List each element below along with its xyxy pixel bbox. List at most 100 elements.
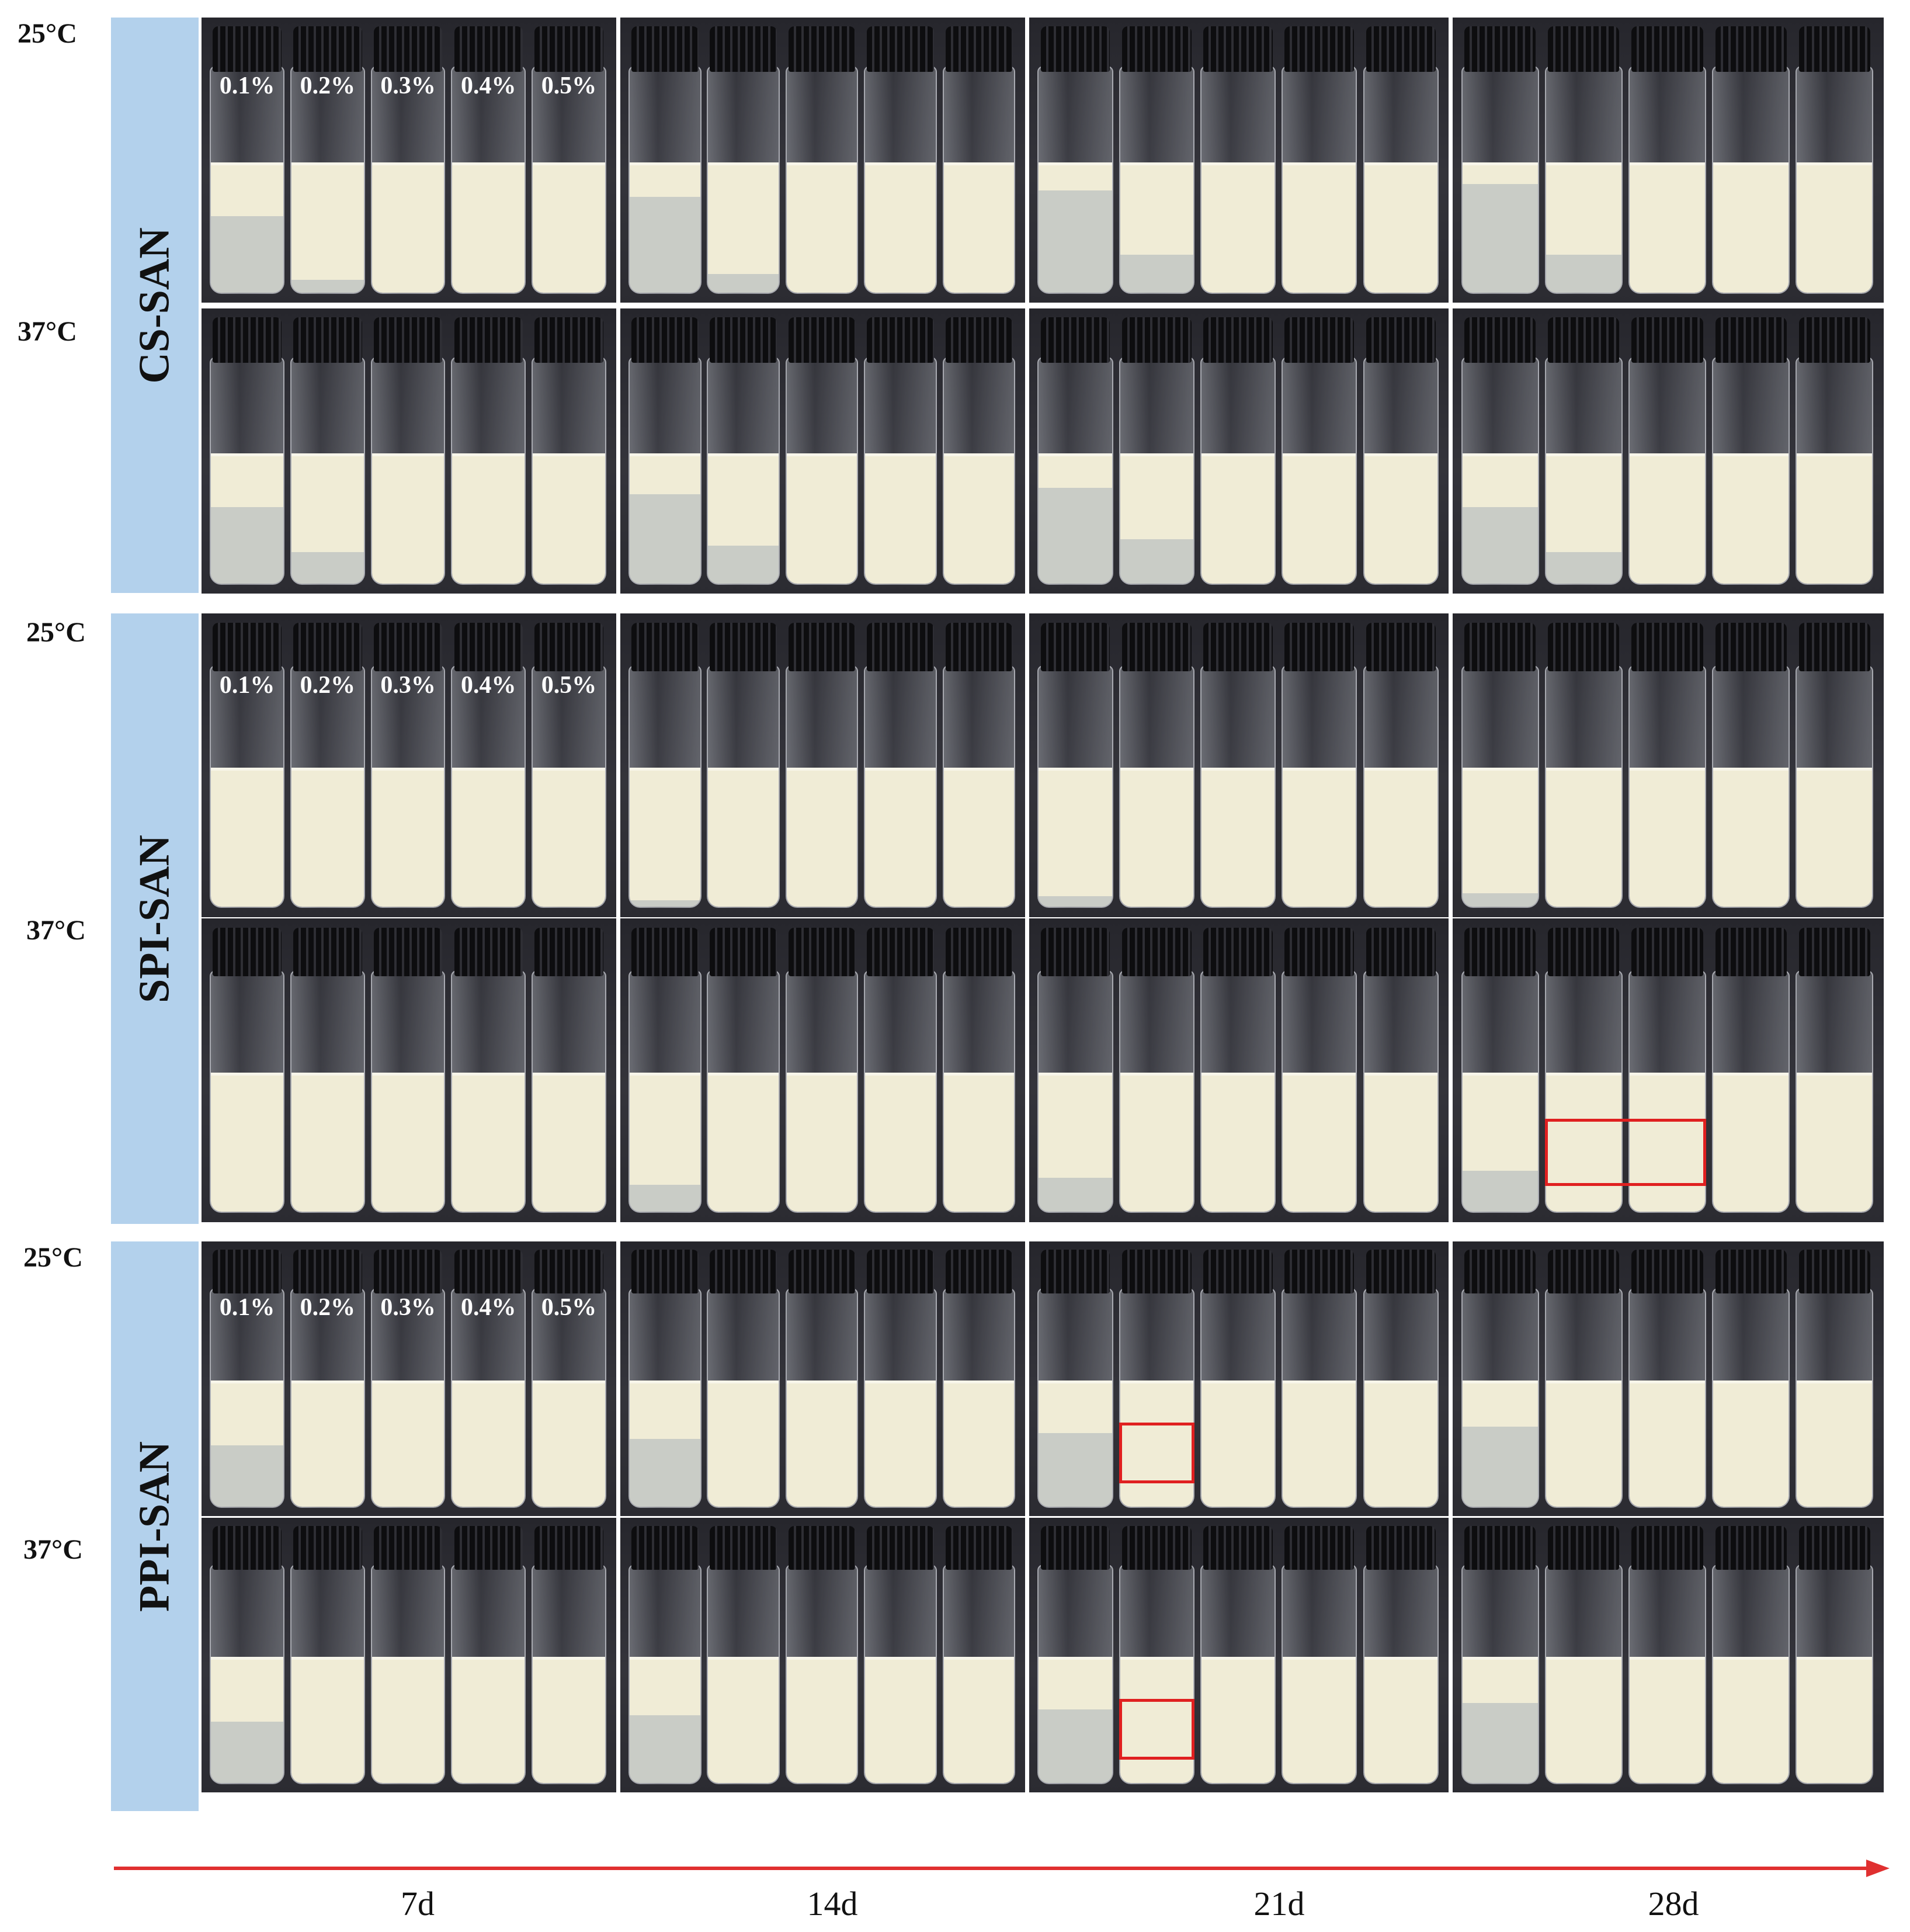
emulsion-layer xyxy=(371,767,444,907)
vial-cap xyxy=(293,1250,362,1294)
emulsion-layer xyxy=(943,1657,1015,1783)
vial-cap xyxy=(1040,622,1110,671)
vial-glass xyxy=(1282,1288,1357,1508)
vial-cap xyxy=(1040,927,1110,976)
emulsion-layer xyxy=(1039,1072,1112,1212)
vial xyxy=(1037,26,1113,294)
vial-cap xyxy=(454,1250,523,1294)
vial-cap xyxy=(1464,26,1536,72)
vial-cap xyxy=(534,622,603,671)
vial-cap xyxy=(1631,317,1703,363)
vial xyxy=(1363,1526,1439,1784)
photo-ppi-san-37c-7d xyxy=(202,1518,616,1792)
vial-glass xyxy=(1037,665,1113,908)
concentration-label: 0.5% xyxy=(541,72,597,99)
vial-glass xyxy=(1200,66,1276,294)
photo-ppi-san-25c-14d xyxy=(620,1241,1025,1516)
vial xyxy=(942,317,1016,585)
emulsion-layer xyxy=(629,1381,700,1507)
emulsion-layer xyxy=(1120,1381,1193,1507)
emulsion-layer xyxy=(1201,1381,1275,1507)
photo-ppi-san-25c-21d xyxy=(1029,1241,1449,1516)
vial xyxy=(1796,927,1874,1213)
vial xyxy=(707,1250,780,1508)
vial xyxy=(785,1250,859,1508)
vial-glass xyxy=(1461,1565,1539,1784)
vial xyxy=(707,26,780,294)
vial-cap xyxy=(534,1526,603,1570)
emulsion-layer xyxy=(1797,162,1873,293)
vial-cap xyxy=(788,1526,856,1570)
vial-glass xyxy=(1796,1288,1874,1508)
vial-glass xyxy=(1119,1565,1194,1784)
vial: 0.2% xyxy=(290,1250,365,1508)
vial-glass xyxy=(290,665,365,908)
vial xyxy=(532,927,606,1213)
serum-layer xyxy=(1039,1709,1112,1783)
emulsion-layer xyxy=(291,767,364,907)
vial-glass xyxy=(1628,970,1706,1213)
vial-cap xyxy=(1284,26,1355,72)
emulsion-layer xyxy=(291,453,364,584)
emulsion-layer xyxy=(1039,767,1112,907)
vial xyxy=(942,1250,1016,1508)
vial-cap xyxy=(1798,26,1870,72)
vial-glass xyxy=(290,357,365,585)
serum-layer xyxy=(1546,254,1621,293)
vial xyxy=(1363,1250,1439,1508)
vial-glass xyxy=(707,1565,780,1784)
emulsion-layer xyxy=(1797,1657,1873,1783)
vial xyxy=(1200,622,1276,908)
emulsion-layer xyxy=(786,767,857,907)
vial-cap xyxy=(1366,622,1436,671)
vial-glass xyxy=(1628,665,1706,908)
emulsion-layer xyxy=(1797,1072,1873,1212)
emulsion-layer xyxy=(629,1657,700,1783)
vial-glass xyxy=(1200,665,1276,908)
day-label-7d: 7d xyxy=(401,1885,435,1923)
emulsion-layer xyxy=(371,453,444,584)
vial-cap xyxy=(945,317,1013,363)
emulsion-layer xyxy=(865,1657,936,1783)
vial xyxy=(1363,26,1439,294)
time-arrow-head xyxy=(1866,1860,1890,1877)
vial xyxy=(785,26,859,294)
vial-cap xyxy=(1548,317,1620,363)
vial-cap xyxy=(1548,622,1620,671)
vial xyxy=(1282,622,1357,908)
vial xyxy=(1282,26,1357,294)
vial xyxy=(1712,1250,1790,1508)
concentration-label: 0.2% xyxy=(300,1294,356,1321)
emulsion-layer xyxy=(708,1657,779,1783)
vial-glass xyxy=(532,1565,606,1784)
vial-glass xyxy=(532,665,606,908)
vial xyxy=(290,317,365,585)
vial-cap xyxy=(1715,26,1787,72)
vial xyxy=(370,317,446,585)
vial-glass xyxy=(1282,66,1357,294)
vial-glass xyxy=(1037,1565,1113,1784)
emulsion-layer xyxy=(533,767,605,907)
vial-cap xyxy=(534,1250,603,1294)
vial-glass xyxy=(1544,1288,1623,1508)
vial: 0.5% xyxy=(532,622,606,908)
vial-cap xyxy=(1548,26,1620,72)
emulsion-layer xyxy=(211,767,283,907)
vial-glass xyxy=(1363,970,1439,1213)
serum-layer xyxy=(708,545,779,584)
vial-cap xyxy=(454,927,523,976)
emulsion-layer xyxy=(1797,1381,1873,1507)
vial-cap xyxy=(1631,927,1703,976)
vial-glass xyxy=(1461,970,1539,1213)
vial-glass xyxy=(1628,1565,1706,1784)
vial-glass xyxy=(451,665,526,908)
vial-cap xyxy=(631,1526,699,1570)
vial-cap xyxy=(213,1526,282,1570)
vial xyxy=(1544,1526,1623,1784)
emulsion-layer xyxy=(1201,1657,1275,1783)
emulsion-layer xyxy=(865,1381,936,1507)
emulsion-layer xyxy=(943,767,1015,907)
vial-cap xyxy=(1284,317,1355,363)
emulsion-layer xyxy=(1283,1381,1356,1507)
vial-glass xyxy=(942,970,1016,1213)
